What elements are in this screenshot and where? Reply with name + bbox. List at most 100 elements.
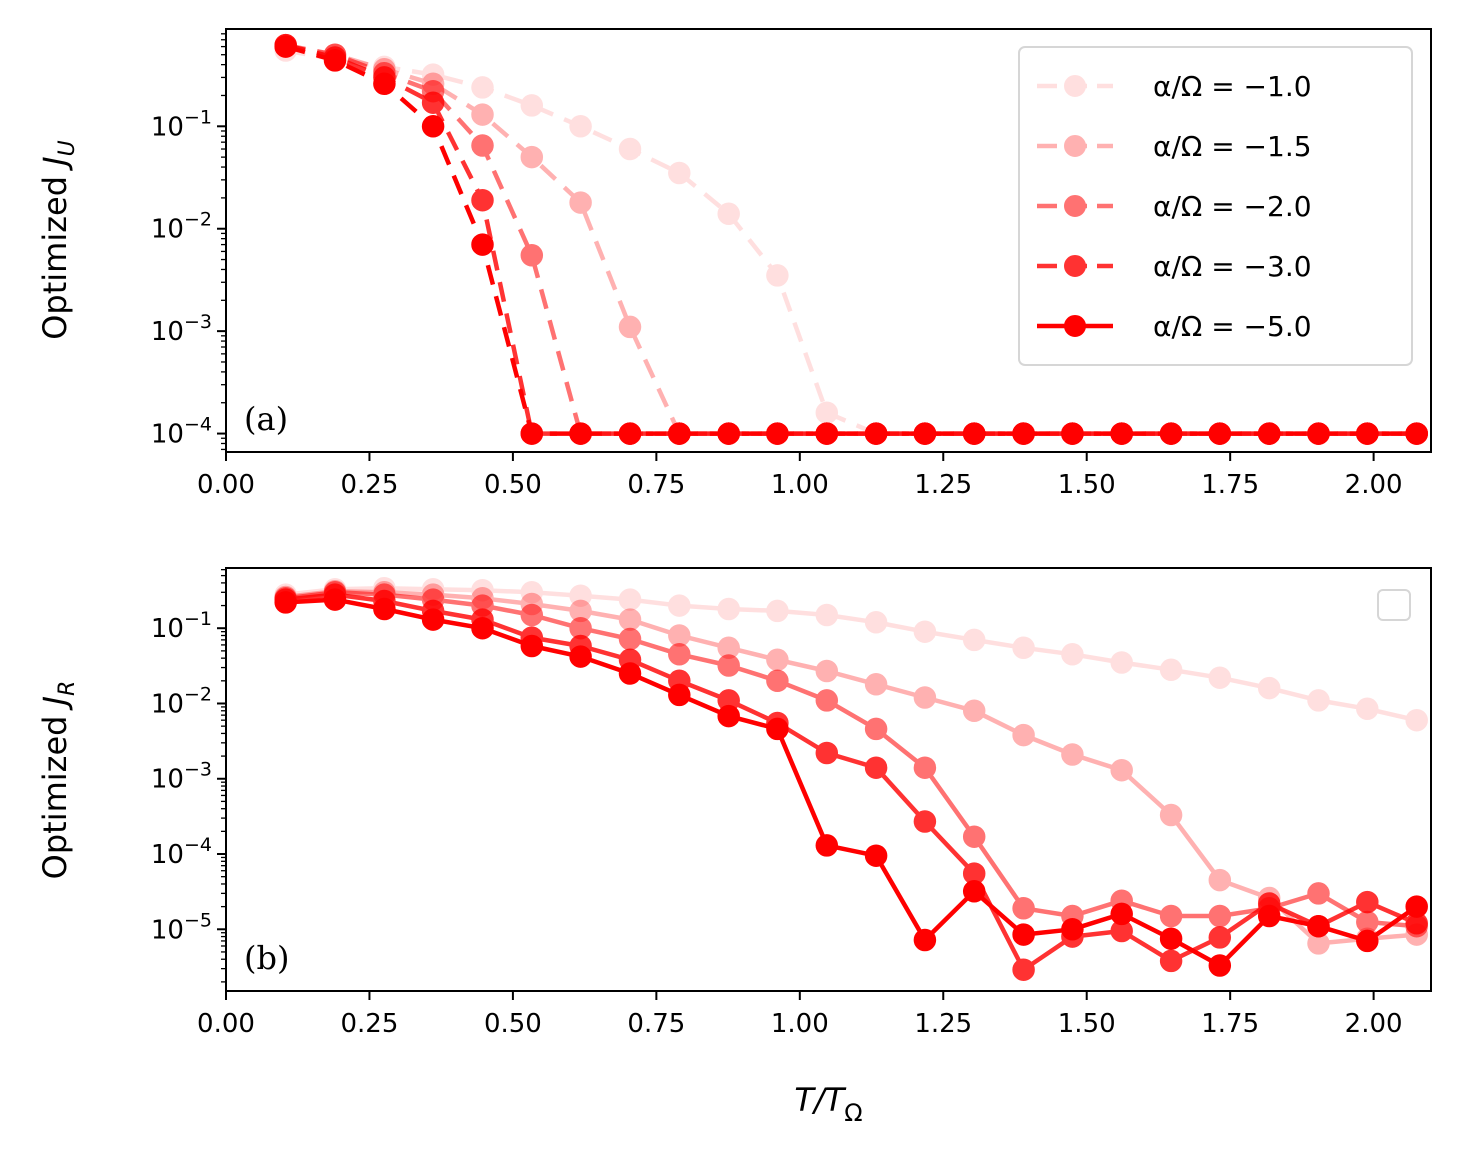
data-point (1061, 918, 1084, 941)
legend-label: α/Ω = −3.0 (1153, 250, 1312, 283)
series-5 (274, 588, 1428, 977)
legend-marker (1064, 135, 1086, 157)
x-tick-label: 2.00 (1345, 1009, 1403, 1039)
data-point (766, 599, 789, 623)
data-point (1110, 902, 1133, 926)
data-point (471, 103, 494, 126)
legend-swatch (1037, 315, 1113, 337)
data-point (717, 654, 740, 677)
data-point (569, 115, 592, 138)
data-point (668, 683, 691, 707)
x-tick-label: 0.25 (341, 1009, 399, 1039)
data-point (471, 188, 494, 212)
legend-marker (1064, 195, 1086, 217)
data-point (717, 422, 740, 445)
legend-marker (1064, 315, 1086, 337)
legend-swatch (1037, 75, 1113, 97)
x-tick-label: 1.25 (914, 1009, 972, 1039)
data-point (274, 591, 297, 614)
data-point (864, 611, 888, 634)
series-line (285, 588, 1417, 946)
data-point (913, 928, 937, 952)
data-point (373, 72, 396, 96)
data-point (1159, 803, 1183, 827)
data-point (1159, 949, 1183, 973)
data-point (1061, 643, 1084, 666)
data-point (864, 673, 888, 696)
data-point (1307, 882, 1330, 905)
legend-swatch (1037, 135, 1113, 157)
y-tick-label: 10−1 (151, 106, 212, 142)
series-line (285, 44, 1417, 436)
x-tick-label: 1.75 (1201, 470, 1259, 500)
x-tick-label: 1.25 (914, 470, 972, 500)
data-point (1356, 910, 1379, 934)
legend-label: α/Ω = −5.0 (1153, 310, 1312, 343)
data-point (1356, 929, 1379, 953)
y-tick-label: 10−1 (151, 608, 212, 644)
data-point (864, 756, 888, 779)
data-point (569, 645, 592, 668)
legend-box (1018, 46, 1413, 366)
y-tick-label: 10−3 (151, 311, 212, 347)
data-point (1208, 666, 1232, 689)
panel-label: (b) (244, 939, 289, 977)
data-point (1061, 743, 1084, 766)
panel-b: 0.00 0.25 0.50 0.75 1.00 1.25 1.50 1.75 2.00 10−5… (36, 567, 1432, 1127)
data-point (421, 115, 445, 138)
data-point (766, 717, 789, 741)
data-point (520, 422, 544, 445)
data-point (618, 662, 642, 685)
data-point (471, 233, 494, 256)
data-point (1159, 422, 1183, 445)
data-point (1159, 904, 1183, 928)
data-point (864, 422, 888, 445)
data-point (1307, 689, 1330, 712)
data-point (913, 756, 937, 779)
data-point (618, 137, 642, 161)
data-point (618, 422, 642, 445)
data-point (1208, 868, 1232, 892)
data-point (323, 588, 347, 611)
x-tick-label: 1.00 (771, 1009, 829, 1039)
legend-swatch (1037, 255, 1113, 277)
x-tick-label: 1.50 (1058, 1009, 1116, 1039)
data-point (569, 191, 592, 214)
data-point (717, 597, 740, 621)
data-point (471, 76, 494, 99)
legend-label: α/Ω = −2.0 (1153, 190, 1312, 223)
data-point (1356, 697, 1379, 721)
data-point (815, 603, 839, 627)
data-point (569, 584, 592, 607)
data-point (766, 669, 789, 693)
data-point (323, 49, 347, 72)
y-tick-label: 10−3 (151, 759, 212, 795)
data-point (815, 422, 839, 445)
data-point (1012, 636, 1035, 660)
data-point (962, 825, 986, 848)
y-tick-label: 10−2 (151, 209, 212, 245)
data-point (1012, 897, 1035, 920)
data-point (520, 244, 544, 267)
y-tick-label: 10−4 (151, 414, 212, 450)
x-axis-title: T/TΩ (794, 1081, 862, 1127)
series-line (285, 585, 1418, 723)
legend: α/Ω = −1.0 α/Ω = −1.5 α/Ω = −2.0 α/Ω = −3.0… (1018, 46, 1413, 366)
data-point (1012, 422, 1035, 445)
y-axis-title: Optimized JR (36, 681, 80, 880)
x-tick-label: 1.00 (771, 470, 829, 500)
legend-marker (1064, 255, 1086, 277)
data-point (1110, 651, 1133, 674)
y-tick-label: 10−2 (151, 683, 212, 719)
x-tick-label: 1.50 (1058, 470, 1116, 500)
data-point (520, 581, 544, 604)
data-point (913, 422, 937, 445)
data-point (1257, 422, 1281, 445)
legend-label: α/Ω = −1.5 (1153, 130, 1312, 163)
series-1 (274, 576, 1428, 732)
data-point (1110, 758, 1133, 782)
data-point (1012, 723, 1035, 747)
data-point (1405, 895, 1428, 918)
y-axis-title: Optimized JU (36, 140, 80, 340)
